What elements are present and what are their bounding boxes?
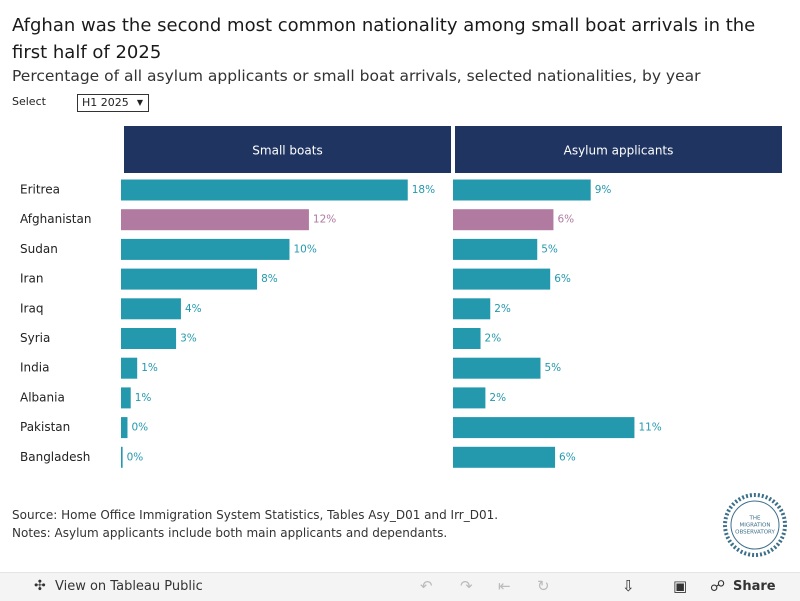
value-label: 1% xyxy=(135,392,152,404)
bar xyxy=(453,179,591,201)
bar xyxy=(453,268,551,290)
logo-ring xyxy=(723,493,787,557)
share-icon[interactable]: ☍ xyxy=(710,577,726,595)
filter-label: Select xyxy=(12,95,46,108)
value-label: 5% xyxy=(544,362,561,374)
bar xyxy=(453,446,556,468)
value-label: 2% xyxy=(489,392,506,404)
panel-title: Small boats xyxy=(252,144,322,158)
bar xyxy=(453,298,491,320)
panel-header xyxy=(124,126,451,173)
download-icon[interactable]: ⇩ xyxy=(622,577,635,595)
toolbar: ✣ View on Tableau Public ↶ ↷ ⇤ ↻ ⇩ ▣ ☍ S… xyxy=(0,572,800,601)
notes: Source: Home Office Immigration System S… xyxy=(12,506,498,542)
bar xyxy=(121,328,177,349)
fullscreen-icon[interactable]: ▣ xyxy=(673,577,688,595)
category-label: India xyxy=(20,361,49,375)
value-label: 18% xyxy=(412,184,435,196)
bar xyxy=(453,328,481,349)
value-label: 0% xyxy=(131,422,148,434)
bar xyxy=(121,238,290,260)
value-label: 12% xyxy=(313,214,336,226)
bar xyxy=(453,417,635,439)
bar xyxy=(121,298,181,320)
logo-text: OBSERVATORY xyxy=(735,530,775,536)
undo-icon[interactable]: ↶ xyxy=(420,577,433,595)
value-label: 0% xyxy=(127,451,144,463)
bar xyxy=(453,357,541,379)
value-label: 6% xyxy=(559,451,576,463)
refresh-icon[interactable]: ↻ xyxy=(537,577,550,595)
share-link[interactable]: Share xyxy=(733,579,776,594)
category-label: Eritrea xyxy=(20,183,60,197)
dropdown-arrow: ▼ xyxy=(136,98,143,107)
category-label: Pakistan xyxy=(20,420,70,434)
view-link[interactable]: View on Tableau Public xyxy=(55,579,203,594)
value-label: 3% xyxy=(180,333,197,345)
category-label: Bangladesh xyxy=(20,450,90,464)
logo-inner xyxy=(730,500,780,550)
subtitle: Percentage of all asylum applicants or s… xyxy=(12,67,701,85)
bar xyxy=(121,268,258,290)
value-label: 8% xyxy=(261,273,278,285)
bar xyxy=(121,387,131,409)
value-label: 11% xyxy=(638,422,661,434)
value-label: 6% xyxy=(557,214,574,226)
value-label: 5% xyxy=(541,243,558,255)
bar xyxy=(121,446,123,468)
panel-header xyxy=(455,126,782,173)
value-label: 4% xyxy=(185,303,202,315)
source-note: Source: Home Office Immigration System S… xyxy=(12,508,499,522)
category-label: Afghanistan xyxy=(20,212,91,226)
category-label: Iraq xyxy=(20,301,43,315)
logo-text: THE xyxy=(749,516,761,522)
chart: Eritrea Afghanistan Sudan Iran Iraq Syria Indi… xyxy=(20,126,782,468)
bar xyxy=(121,357,138,379)
tableau-icon: ✣ xyxy=(34,578,46,594)
title: Afghan was the second most common nation… xyxy=(12,15,756,63)
bar xyxy=(453,238,538,260)
logo-text: MIGRATION xyxy=(740,523,771,529)
bar xyxy=(121,417,128,439)
value-label: 2% xyxy=(494,303,511,315)
bar xyxy=(121,179,408,201)
dropdown-value: H1 2025 xyxy=(82,96,129,109)
value-label: 9% xyxy=(595,184,612,196)
value-label: 10% xyxy=(293,243,316,255)
revert-icon[interactable]: ⇤ xyxy=(498,577,511,595)
category-label: Syria xyxy=(20,331,50,345)
value-label: 2% xyxy=(485,333,502,345)
bar xyxy=(121,209,309,231)
bar xyxy=(453,209,554,231)
definition-note: Notes: Asylum applicants include both ma… xyxy=(12,526,448,540)
panel-title: Asylum applicants xyxy=(564,144,674,158)
category-label: Albania xyxy=(20,390,65,404)
category-label: Iran xyxy=(20,272,43,286)
category-label: Sudan xyxy=(20,242,58,256)
redo-icon[interactable]: ↷ xyxy=(460,577,473,595)
logo: THE MIGRATION OBSERVATORY xyxy=(723,493,787,557)
year-dropdown[interactable]: H1 2025 ▼ xyxy=(77,94,149,112)
bar xyxy=(453,387,486,409)
value-label: 1% xyxy=(141,362,158,374)
value-label: 6% xyxy=(554,273,571,285)
